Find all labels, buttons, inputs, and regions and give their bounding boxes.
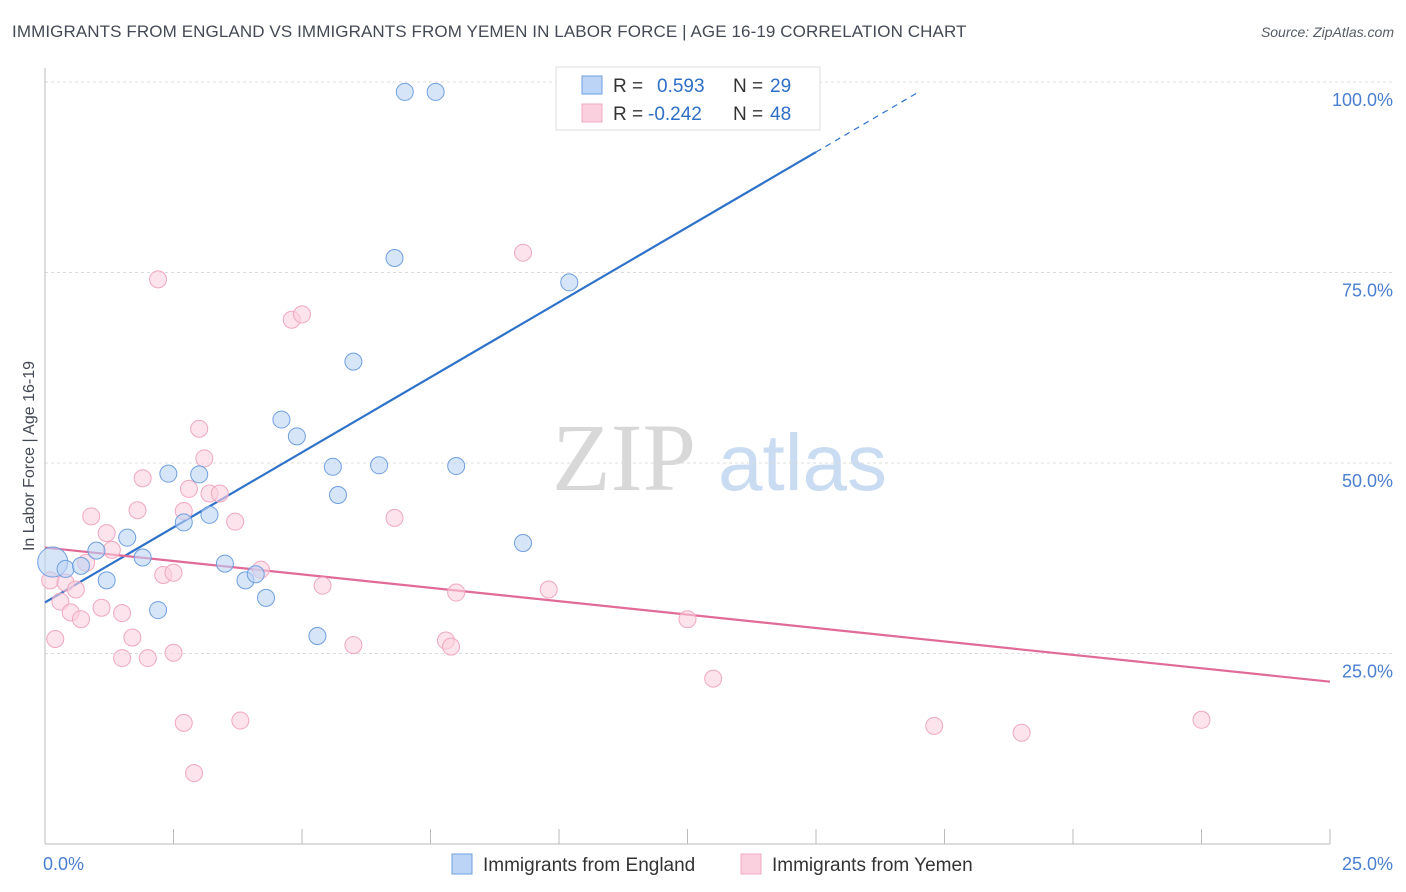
legend-r-england: 0.593 bbox=[657, 76, 705, 97]
point-yemen bbox=[123, 628, 142, 647]
point-england bbox=[246, 565, 265, 584]
point-yemen bbox=[1192, 710, 1211, 729]
legend-stats: R = 0.593 N = 29 R = -0.242 N = 48 bbox=[555, 66, 821, 131]
point-yemen bbox=[344, 636, 363, 655]
point-england bbox=[87, 541, 106, 560]
point-england bbox=[174, 513, 193, 532]
point-england bbox=[447, 457, 466, 476]
point-yemen bbox=[71, 610, 90, 629]
point-yemen bbox=[514, 243, 533, 262]
legend-swatch-england bbox=[581, 75, 603, 95]
point-yemen bbox=[925, 716, 944, 735]
point-england bbox=[426, 82, 445, 101]
trend-lines bbox=[44, 91, 1331, 683]
chart-title: IMMIGRANTS FROM ENGLAND VS IMMIGRANTS FR… bbox=[12, 22, 967, 41]
point-england bbox=[159, 464, 178, 483]
point-yemen bbox=[231, 711, 250, 730]
point-england bbox=[308, 626, 327, 645]
point-england bbox=[200, 505, 219, 524]
point-yemen bbox=[164, 563, 183, 582]
legend-bottom-swatch-england bbox=[451, 853, 473, 875]
point-england bbox=[323, 457, 342, 476]
point-england bbox=[133, 548, 152, 567]
point-yemen bbox=[46, 630, 65, 649]
point-england bbox=[328, 486, 347, 505]
point-england bbox=[257, 588, 276, 607]
point-england bbox=[560, 273, 579, 292]
legend-bottom-label-england: Immigrants from England bbox=[483, 855, 695, 876]
point-yemen bbox=[447, 583, 466, 602]
svg-text:N =: N = bbox=[733, 104, 763, 125]
point-yemen bbox=[442, 637, 461, 656]
point-yemen bbox=[185, 764, 204, 783]
point-yemen bbox=[149, 270, 168, 289]
svg-text:N =: N = bbox=[733, 76, 763, 97]
point-yemen bbox=[226, 512, 245, 531]
point-yemen bbox=[133, 469, 152, 488]
legend-bottom-label-yemen: Immigrants from Yemen bbox=[772, 855, 973, 876]
data-points bbox=[37, 82, 1211, 783]
point-yemen bbox=[313, 576, 332, 595]
point-england bbox=[385, 249, 404, 268]
point-england bbox=[118, 528, 137, 547]
point-yemen bbox=[704, 669, 723, 688]
point-england bbox=[71, 556, 90, 575]
point-england bbox=[149, 601, 168, 620]
point-yemen bbox=[66, 580, 85, 599]
trend-line-extension-0 bbox=[815, 91, 920, 153]
point-yemen bbox=[138, 649, 157, 668]
point-england bbox=[97, 571, 116, 590]
point-england bbox=[370, 456, 389, 475]
point-england bbox=[56, 559, 75, 578]
point-yemen bbox=[164, 643, 183, 662]
point-england bbox=[215, 554, 234, 573]
point-yemen bbox=[210, 484, 229, 503]
point-yemen bbox=[190, 419, 209, 438]
legend-n-england: 29 bbox=[770, 76, 791, 97]
watermark-zip: ZIP bbox=[552, 404, 696, 511]
point-england bbox=[272, 410, 291, 429]
chart-source: Source: ZipAtlas.com bbox=[1260, 24, 1394, 40]
x-tick-label: 0.0% bbox=[43, 854, 84, 874]
point-yemen bbox=[113, 649, 132, 668]
y-axis-label: In Labor Force | Age 16-19 bbox=[21, 361, 38, 551]
legend-n-yemen: 48 bbox=[770, 104, 791, 125]
point-yemen bbox=[179, 479, 198, 498]
point-yemen bbox=[97, 524, 116, 543]
point-yemen bbox=[1012, 723, 1031, 742]
svg-text:R =: R = bbox=[613, 104, 643, 125]
point-yemen bbox=[174, 713, 193, 732]
axes bbox=[44, 68, 1331, 845]
y-tick-label: 25.0% bbox=[1342, 662, 1393, 682]
point-england bbox=[287, 427, 306, 446]
point-yemen bbox=[539, 580, 558, 599]
legend-bottom-swatch-yemen bbox=[740, 853, 762, 875]
y-tick-label: 50.0% bbox=[1342, 471, 1393, 491]
legend-r-yemen: -0.242 bbox=[648, 104, 702, 125]
point-yemen bbox=[92, 598, 111, 617]
point-yemen bbox=[293, 305, 311, 324]
y-tick-label: 75.0% bbox=[1342, 281, 1393, 301]
point-yemen bbox=[113, 604, 132, 623]
svg-text:R =: R = bbox=[613, 76, 643, 97]
point-yemen bbox=[385, 508, 404, 527]
x-tick-label: 25.0% bbox=[1342, 854, 1393, 874]
y-tick-label: 100.0% bbox=[1332, 90, 1393, 110]
point-yemen bbox=[195, 449, 214, 468]
trend-line-0 bbox=[44, 151, 817, 604]
point-england bbox=[514, 534, 533, 553]
legend-bottom: Immigrants from England Immigrants from … bbox=[451, 853, 973, 876]
point-yemen bbox=[678, 610, 697, 629]
point-yemen bbox=[82, 507, 101, 526]
tick-labels: 25.0% 50.0% 75.0% 100.0% 0.0% 25.0% bbox=[43, 90, 1393, 874]
legend-swatch-yemen bbox=[581, 103, 603, 123]
point-england bbox=[344, 352, 363, 371]
point-england bbox=[190, 465, 209, 484]
point-yemen bbox=[128, 501, 147, 520]
point-england bbox=[395, 82, 414, 101]
point-yemen bbox=[102, 540, 121, 559]
